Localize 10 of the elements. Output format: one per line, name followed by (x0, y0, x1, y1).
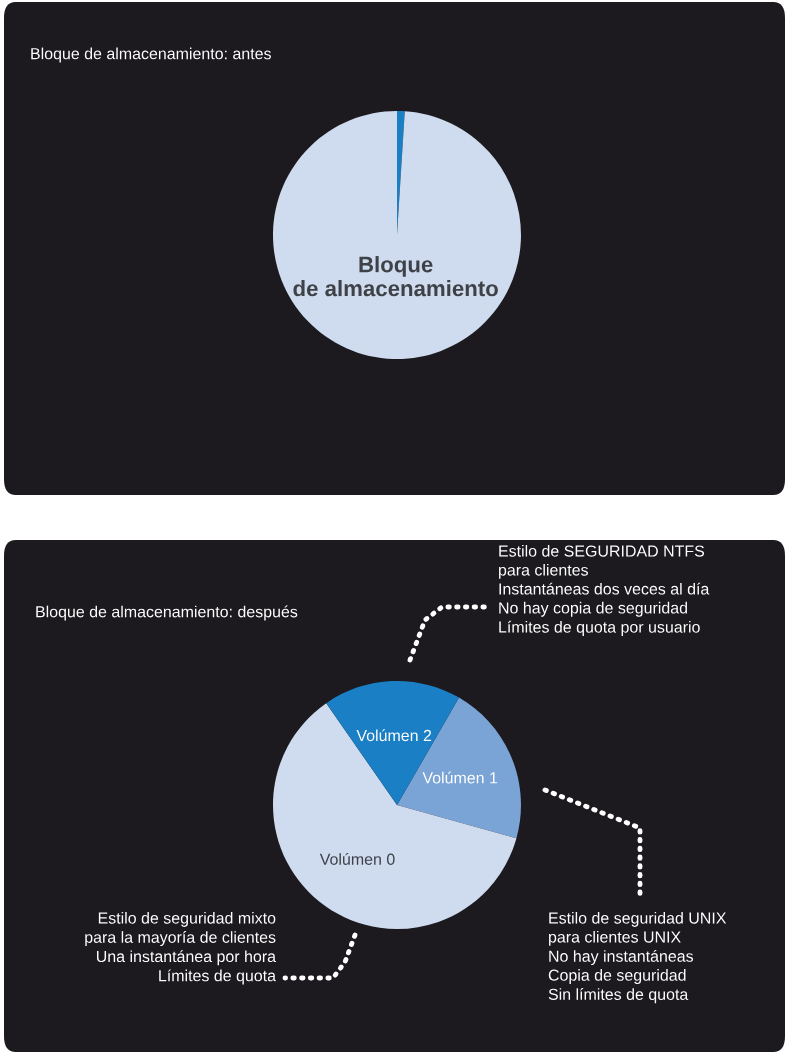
text: Estilo de SEGURIDAD NTFS para clientes Instantáneas dos veces al día No hay copia de seguridad Límites de quota por usuario (499, 545, 710, 636)
slice-label: Volúmen 2 (356, 729, 432, 742)
text: Estilo de seguridad UNIX para clientes UNIX No hay instantáneas Copia de seguridad Sin límites de quota (548, 912, 727, 1004)
slice-label: Volúmen 1 (422, 771, 498, 784)
slice-label: Bloque de almacenamiento (293, 256, 498, 297)
text: Estilo de seguridad mixto para la mayoría de clientes Una instantánea por hora Límites de quota (85, 912, 277, 985)
slice-label: Volúmen 0 (319, 852, 395, 865)
chart-title: Bloque de almacenamiento: antes (31, 47, 271, 63)
pie-slice (273, 111, 521, 359)
chart-title: Bloque de almacenamiento: después (36, 605, 298, 621)
